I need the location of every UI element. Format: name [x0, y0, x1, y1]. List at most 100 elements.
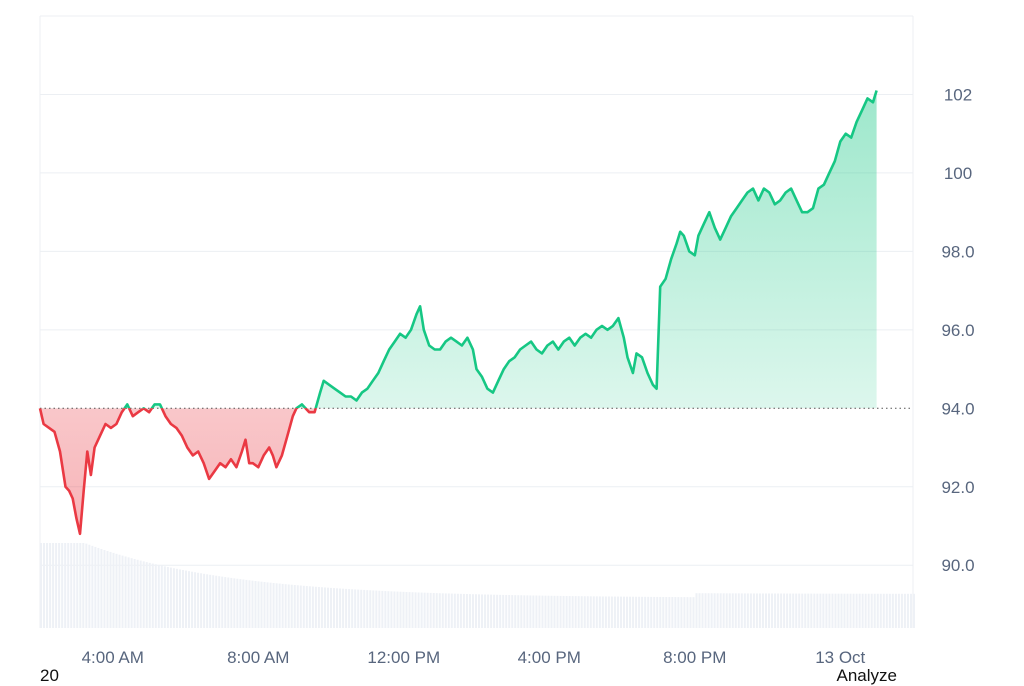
volume-bar — [221, 576, 224, 628]
volume-bar — [882, 593, 885, 628]
volume-bar — [94, 546, 97, 628]
volume-bar — [284, 584, 287, 628]
volume-bar — [43, 543, 46, 628]
volume-bar — [148, 562, 151, 628]
x-tick-label: 13 Oct — [815, 648, 865, 667]
volume-bar — [308, 586, 311, 628]
y-tick-label: 98.0 — [941, 242, 974, 261]
volume-bar — [254, 580, 257, 628]
volume-bar — [109, 551, 112, 628]
analyze-link[interactable]: Analyze — [836, 666, 897, 685]
volume-bar — [565, 595, 568, 628]
volume-bar — [320, 587, 323, 628]
volume-bar — [420, 592, 423, 628]
volume-bar — [616, 596, 619, 628]
volume-bar — [305, 586, 308, 628]
volume-bar — [257, 581, 260, 628]
volume-bar — [547, 595, 550, 628]
volume-bar — [326, 587, 329, 628]
volume-bar — [586, 596, 589, 628]
volume-bar — [175, 568, 178, 628]
volume-bar — [638, 596, 641, 628]
volume-bar — [607, 596, 610, 628]
volume-bar — [478, 594, 481, 628]
volume-bar — [200, 573, 203, 628]
volume-bar — [502, 594, 505, 628]
volume-bar — [798, 593, 801, 628]
volume-bar — [822, 593, 825, 628]
volume-bar — [242, 579, 245, 628]
x-tick-label: 4:00 AM — [82, 648, 144, 667]
volume-bar — [580, 596, 583, 628]
volume-bar — [810, 593, 813, 628]
y-tick-label: 100 — [944, 164, 972, 183]
volume-bar — [577, 596, 580, 628]
volume-bar — [133, 558, 136, 628]
volume-bar — [713, 593, 716, 628]
volume-bar — [432, 593, 435, 628]
volume-bar — [245, 579, 248, 628]
volume-bar — [417, 592, 420, 628]
x-tick-label: 4:00 PM — [518, 648, 581, 667]
x-axis: 4:00 AM 8:00 AM 12:00 PM 4:00 PM 8:00 PM 13 O… — [82, 648, 866, 667]
price-line-down — [38, 408, 318, 536]
volume-bar — [188, 571, 191, 628]
volume-bar — [287, 584, 290, 628]
volume-bar — [360, 589, 363, 628]
volume-bar — [774, 593, 777, 628]
volume-bar — [849, 593, 852, 628]
volume-bar — [725, 593, 728, 628]
volume-bar — [46, 543, 49, 628]
volume-bar — [635, 596, 638, 628]
volume-bar — [619, 596, 622, 628]
volume-bar — [453, 593, 456, 628]
volume-bar — [792, 593, 795, 628]
volume-bar — [647, 596, 650, 628]
volume-bar — [393, 591, 396, 628]
volume-bar — [771, 593, 774, 628]
area-above-baseline — [40, 90, 877, 409]
volume-bar — [260, 581, 263, 628]
volume-bar — [181, 570, 184, 628]
price-line-up — [39, 90, 878, 409]
volume-bar — [429, 592, 432, 628]
volume-bar — [900, 593, 903, 628]
volume-bar — [855, 593, 858, 628]
volume-bar — [562, 595, 565, 628]
volume-bar — [269, 582, 272, 628]
volume-bar — [595, 596, 598, 628]
volume-bar — [345, 588, 348, 628]
volume-bar — [671, 597, 674, 628]
volume-bar — [197, 572, 200, 628]
volume-bar — [64, 543, 67, 628]
volume-bar — [372, 590, 375, 628]
volume-bar — [426, 592, 429, 628]
volume-bar — [831, 593, 834, 628]
volume-bar — [468, 594, 471, 628]
volume-bar — [121, 555, 124, 628]
volume-bar — [532, 595, 535, 628]
volume-bar — [752, 593, 755, 628]
volume-bar — [783, 593, 786, 628]
volume-bar — [837, 593, 840, 628]
volume-bar — [568, 596, 571, 628]
volume-bar — [553, 595, 556, 628]
gridlines — [39, 15, 914, 628]
volume-bar — [348, 589, 351, 628]
volume-bar — [142, 561, 145, 628]
volume-bar — [333, 588, 336, 628]
volume-bar — [191, 571, 194, 628]
volume-bar — [184, 570, 187, 628]
volume-bar — [118, 554, 121, 628]
volume-bar — [357, 589, 360, 628]
volume-bars — [40, 543, 915, 628]
volume-bar — [550, 595, 553, 628]
volume-bar — [115, 553, 118, 628]
volume-bar — [740, 593, 743, 628]
volume-bar — [888, 593, 891, 628]
volume-bar — [299, 585, 302, 628]
volume-bar — [281, 583, 284, 628]
volume-bar — [215, 575, 218, 628]
volume-bar — [656, 596, 659, 628]
